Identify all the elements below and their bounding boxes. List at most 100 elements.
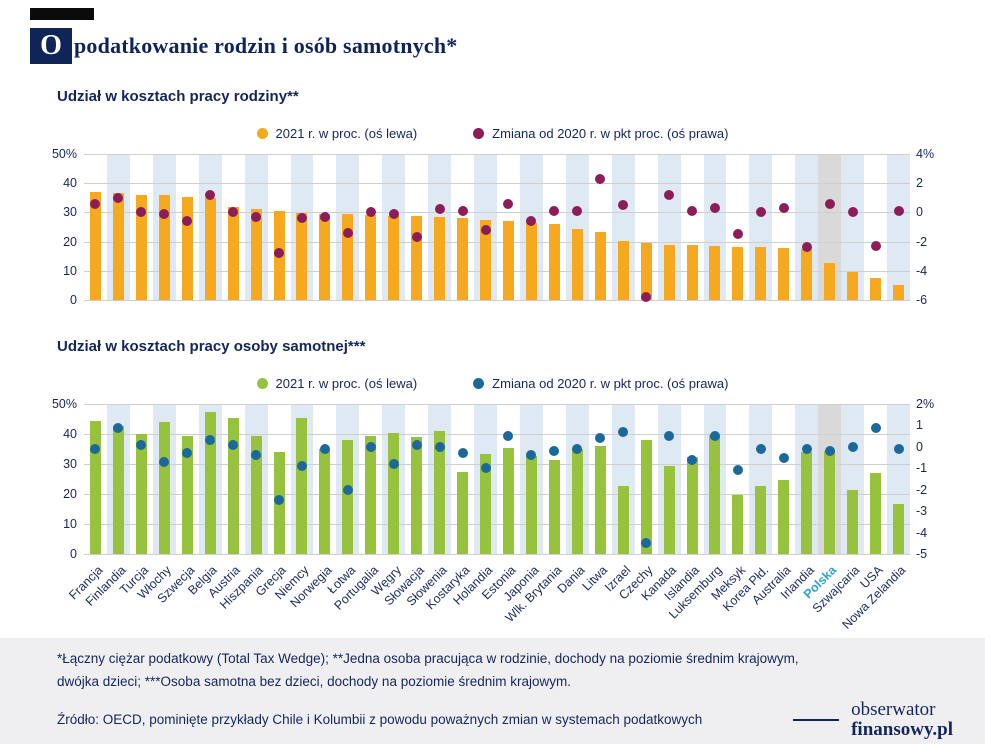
scatter-dot (618, 200, 629, 211)
bar (457, 218, 469, 300)
bar (181, 196, 193, 300)
bar (480, 220, 492, 300)
chart2-plot-area (84, 404, 910, 555)
bar (204, 198, 216, 300)
bar (525, 222, 537, 300)
legend-2021-dot-icon (256, 378, 268, 389)
column (795, 154, 819, 300)
left-axis-tick: 10 (63, 263, 77, 278)
scatter-dot (755, 207, 766, 218)
scatter-dot (90, 198, 101, 209)
scatter-dot (365, 441, 376, 452)
bar (227, 418, 239, 554)
scatter-dot (159, 208, 170, 219)
bar (457, 471, 469, 554)
x-axis-country-labels: Francja Finlandia Turcja Włochy Szwecja Belgi… (66, 558, 910, 642)
scatter-dot (801, 242, 812, 253)
gridline (84, 183, 910, 185)
right-axis-tick: -2 (916, 482, 928, 497)
column (565, 154, 589, 300)
scatter-dot (732, 229, 743, 240)
scatter-dot (388, 459, 399, 469)
right-axis-tick: 2 (916, 176, 923, 191)
bar (870, 278, 882, 300)
right-axis-tick: 2% (916, 397, 935, 411)
bar (824, 451, 836, 554)
bar (181, 435, 193, 554)
scatter-dot (205, 189, 216, 200)
bar (755, 247, 767, 300)
left-axis-tick: 50% (51, 147, 77, 161)
scatter-dot (296, 461, 307, 472)
bar (89, 421, 101, 554)
bar (204, 412, 216, 554)
bar (824, 263, 836, 300)
bar (135, 434, 147, 554)
bar (112, 193, 124, 300)
scatter-dot (595, 433, 606, 444)
bar (112, 426, 124, 554)
bar (617, 485, 629, 554)
left-axis-tick: 40 (63, 427, 77, 441)
bar (594, 446, 606, 554)
footer-band (0, 638, 985, 744)
bar (709, 434, 721, 554)
left-axis-tick: 50% (51, 397, 77, 411)
bar (801, 452, 813, 554)
scatter-dot (572, 205, 583, 216)
column (749, 404, 773, 554)
bar (847, 271, 859, 300)
scatter-dot (411, 232, 422, 243)
bar (640, 440, 652, 554)
scatter-dot (824, 198, 835, 209)
legend-change-label: Zmiana od 2020 r. w pkt proc. (oś prawa) (492, 376, 729, 391)
scatter-dot (755, 444, 766, 454)
chart2-right-axis: 2% 1 0 -1 -2 -3 -4 -5 (910, 397, 985, 561)
scatter-dot (480, 224, 491, 235)
footnote-line1: *Łączny ciężar podatkowy (Total Tax Wedg… (57, 651, 799, 666)
bar (525, 456, 537, 554)
bar (342, 214, 354, 300)
bar (319, 213, 331, 300)
gridline (84, 434, 910, 435)
bar (319, 449, 331, 554)
scatter-dot (319, 444, 330, 454)
scatter-dot (687, 454, 698, 465)
left-axis-tick: 0 (70, 293, 77, 307)
legend-change-label: Zmiana od 2020 r. w pkt proc. (oś prawa) (492, 126, 729, 141)
bar (617, 241, 629, 300)
bar (296, 417, 308, 554)
right-axis-tick: 0 (916, 439, 923, 454)
scatter-dot (641, 292, 652, 303)
scatter-dot (503, 198, 514, 209)
legend-2021-label: 2021 r. w proc. (oś lewa) (275, 376, 418, 391)
right-axis-tick: 4% (916, 147, 935, 161)
bar (686, 457, 698, 554)
bar (686, 245, 698, 300)
left-axis-tick: 0 (70, 547, 77, 561)
right-axis-tick: -3 (916, 504, 928, 519)
footnotes: *Łączny ciężar podatkowy (Total Tax Wedg… (57, 648, 945, 694)
scatter-dot (182, 448, 193, 459)
left-axis-tick: 30 (63, 205, 77, 220)
logo-rule (793, 718, 840, 721)
brand-logo: obserwator finansowy.pl (851, 700, 953, 739)
scatter-dot (434, 441, 445, 452)
bar (411, 437, 423, 554)
scatter-dot (457, 205, 468, 216)
scatter-dot (274, 495, 285, 506)
right-axis-tick: -4 (916, 525, 928, 540)
bar (663, 244, 675, 300)
scatter-dot (824, 446, 835, 457)
column (611, 404, 635, 554)
bar (502, 447, 514, 554)
scatter-dot (778, 203, 789, 214)
scatter-dot (893, 444, 904, 454)
bar (135, 195, 147, 300)
title-initial-box: O (30, 28, 72, 64)
bar (434, 217, 446, 300)
scatter-dot (251, 211, 262, 222)
legend-2021-label: 2021 r. w proc. (oś lewa) (275, 126, 418, 141)
header: O podatkowanie rodzin i osób samotnych* (30, 0, 458, 64)
